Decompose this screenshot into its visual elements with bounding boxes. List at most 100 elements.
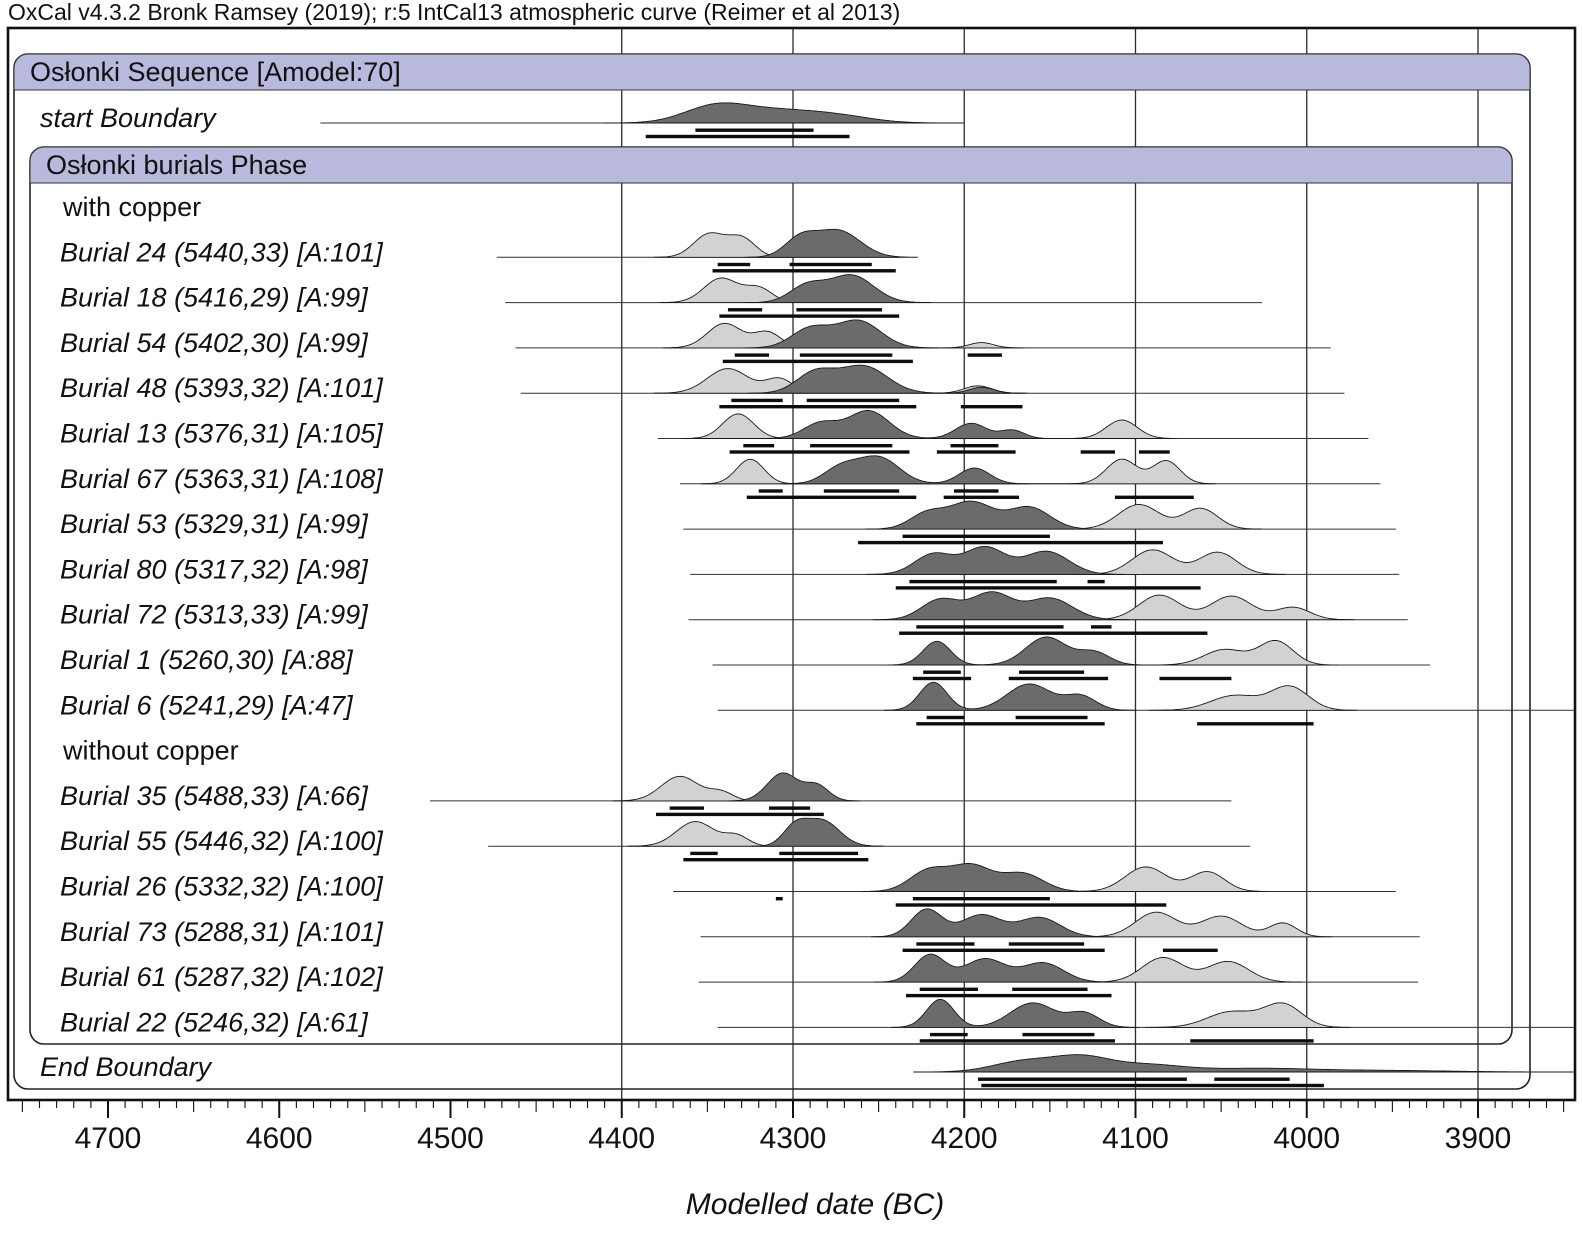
range-bar-95: [746, 495, 917, 499]
range-bar-95: [1114, 495, 1194, 499]
row-label: End Boundary: [40, 1052, 213, 1082]
likelihood-density: [627, 821, 780, 847]
range-bar-68: [916, 942, 975, 946]
axis-tick-label: 3900: [1445, 1122, 1512, 1155]
range-bar-68: [1008, 942, 1085, 946]
range-bar-95: [1138, 450, 1170, 454]
posterior-density: [745, 274, 932, 304]
likelihood-density: [1085, 594, 1355, 621]
range-bar-95: [858, 540, 1163, 545]
row-label: Burial 54 (5402,30) [A:99]: [60, 328, 369, 358]
range-bar-68: [1022, 1032, 1095, 1037]
likelihood-density: [1071, 866, 1270, 892]
axis-tick-label: 4700: [75, 1122, 142, 1155]
likelihood-density: [653, 232, 791, 258]
range-bar-68: [1090, 625, 1112, 629]
range-bar-68: [695, 128, 814, 132]
posterior-density: [872, 591, 1130, 621]
range-bar-68: [923, 670, 961, 674]
posterior-density: [742, 319, 939, 349]
range-bar-68: [799, 353, 893, 357]
range-bar-95: [906, 993, 1112, 998]
posterior-density: [887, 636, 1150, 666]
posterior-density: [751, 817, 884, 847]
row-label: with copper: [62, 192, 201, 222]
row-label: Burial 1 (5260,30) [A:88]: [60, 645, 354, 675]
posterior-density: [758, 410, 1056, 439]
range-bar-68: [779, 851, 859, 856]
range-bar-68: [823, 489, 900, 493]
range-bar-95: [645, 134, 850, 139]
row-label: Burial 22 (5246,32) [A:61]: [60, 1007, 369, 1037]
sequence-banner: [13, 53, 1531, 91]
phase-bracket: [29, 146, 1513, 1045]
posterior-density: [779, 455, 1030, 485]
range-bar-68: [734, 353, 770, 357]
range-bar-68: [796, 308, 883, 312]
range-bar-95: [902, 948, 1105, 952]
row-label: Burial 35 (5488,33) [A:66]: [60, 781, 369, 811]
row-label: Burial 24 (5440,33) [A:101]: [60, 237, 384, 267]
range-bar-95: [729, 450, 910, 454]
likelihood-density: [1082, 911, 1333, 938]
axis-tick-label: 4000: [1273, 1122, 1340, 1155]
range-bar-68: [909, 579, 1057, 584]
sequence-banner-label: Osłonki Sequence [Amodel:70]: [30, 57, 401, 87]
range-bar-68: [1012, 987, 1088, 991]
range-bar-95: [1080, 450, 1115, 454]
range-bar-95: [1162, 948, 1218, 952]
range-bar-95: [919, 1039, 1115, 1043]
likelihood-density: [612, 775, 765, 802]
plot-title: OxCal v4.3.2 Bronk Ramsey (2019); r:5 In…: [8, 0, 900, 25]
range-bar-95: [656, 812, 824, 817]
range-bar-68: [731, 398, 783, 403]
row-label: Burial 13 (5376,31) [A:105]: [60, 419, 384, 449]
axis-tick-label: 4100: [1102, 1122, 1169, 1155]
axis-tick-label: 4300: [760, 1122, 827, 1155]
posterior-density: [884, 681, 1137, 711]
range-bar-95: [981, 1083, 1324, 1088]
phase-banner: [29, 146, 1513, 184]
range-bar-95: [722, 359, 913, 364]
range-bar-68: [775, 897, 783, 901]
axis-tick-label: 4600: [246, 1122, 313, 1155]
posterior-density: [890, 998, 1140, 1028]
axis-tick-label: 4200: [931, 1122, 998, 1155]
range-bar-68: [669, 806, 704, 810]
posterior-density: [860, 863, 1097, 892]
row-label: Burial 48 (5393,32) [A:101]: [60, 373, 384, 403]
axis-tick-label: 4500: [417, 1122, 484, 1155]
posterior-density: [603, 102, 965, 124]
posterior-density: [871, 908, 1114, 938]
range-bar-68: [727, 308, 763, 312]
x-axis-title: Modelled date (BC): [686, 1188, 944, 1221]
axis-tick-label: 4400: [588, 1122, 655, 1155]
range-bar-95: [683, 858, 869, 862]
posterior-density: [744, 228, 918, 258]
row-label: Burial 55 (5446,32) [A:100]: [60, 826, 384, 856]
posterior-density: [747, 364, 1025, 394]
range-bar-68: [1019, 670, 1085, 674]
range-bar-68: [916, 625, 1064, 629]
row-label: Burial 61 (5287,32) [A:102]: [60, 962, 384, 992]
range-bar-68: [930, 1032, 968, 1037]
range-bar-68: [769, 806, 811, 810]
range-bar-68: [1015, 715, 1088, 720]
range-bar-68: [953, 489, 999, 493]
range-bar-95: [912, 676, 972, 681]
range-bar-68: [806, 398, 900, 403]
likelihood-density: [1064, 504, 1263, 530]
range-bar-95: [1008, 676, 1109, 681]
plot-generated-layer: start Boundary with copper Burial 24 (5440…: [6, 26, 1577, 1155]
row-label: without copper: [62, 736, 239, 766]
range-bar-95: [1197, 722, 1314, 726]
range-bar-68: [810, 444, 893, 448]
range-bar-68: [919, 987, 978, 991]
range-bar-68: [926, 715, 965, 720]
range-bar-68: [912, 897, 1050, 901]
posterior-density: [727, 772, 861, 802]
range-bar-95: [916, 722, 1105, 726]
range-bar-95: [712, 269, 896, 273]
range-bar-95: [960, 405, 1023, 409]
